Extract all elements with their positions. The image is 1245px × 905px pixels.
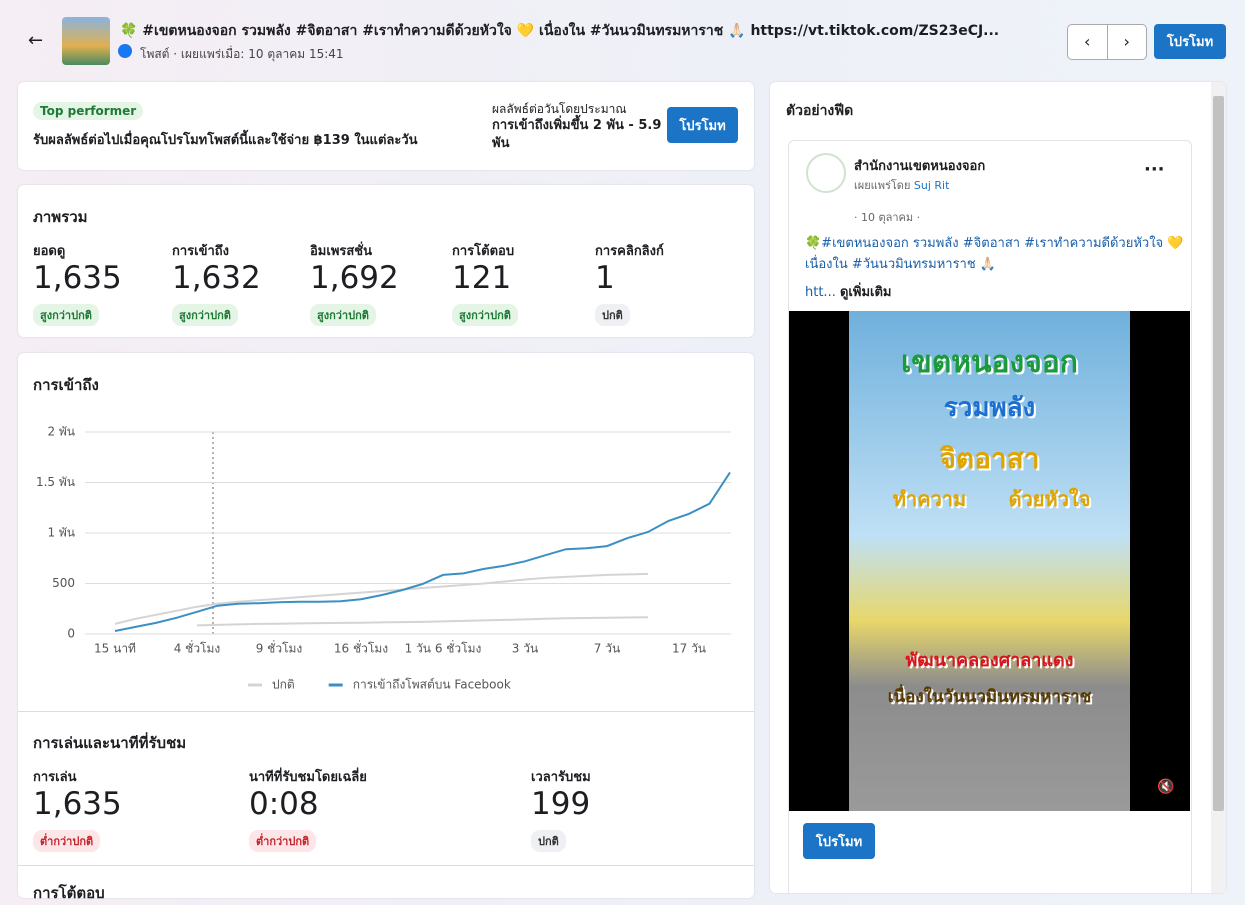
post-card: สำนักงานเขตหนองจอก เผยแพร่โดย Suj Rit · … bbox=[788, 140, 1192, 893]
promo-card: Top performer รับผลลัพธ์ต่อไปเมื่อคุณโปร… bbox=[18, 82, 754, 170]
video-text: รวมพลัง bbox=[943, 393, 1036, 423]
estimate-label: ผลลัพธ์ต่อวันโดยประมาณ bbox=[492, 102, 627, 116]
y-tick-label: 2 พัน bbox=[47, 425, 75, 439]
metric-value: 199 bbox=[531, 786, 591, 822]
metric-status: สูงกว่าปกติ bbox=[33, 304, 99, 326]
promo-button[interactable]: โปรโมท bbox=[667, 107, 738, 143]
section-title: การเล่นและนาทีที่รับชม bbox=[33, 734, 187, 752]
x-tick-label: 1 วัน 6 ชั่วโมง bbox=[405, 640, 482, 656]
legend-label: การเข้าถึงโพสต์บน Facebook bbox=[353, 678, 511, 692]
metric-value: 1,635 bbox=[33, 786, 122, 822]
metric-status: ต่ำกว่าปกติ bbox=[249, 830, 317, 852]
overview-card: ภาพรวม ยอดดู 1,635 สูงกว่าปกติ การเข้าถึง 1,… bbox=[18, 185, 754, 337]
author[interactable]: Suj Rit bbox=[913, 179, 950, 192]
nav-buttons: ‹ › bbox=[1067, 24, 1147, 60]
y-tick-label: 0 bbox=[67, 627, 75, 641]
x-tick-label: 17 วัน bbox=[672, 642, 706, 656]
more-menu[interactable]: ··· bbox=[1144, 159, 1165, 180]
post-text: 🍀#เขตหนองจอก รวมพลัง #จิตอาสา #เราทำความ… bbox=[805, 236, 1184, 272]
page-avatar bbox=[806, 153, 846, 193]
video-frame: เขตหนองจอกรวมพลังจิตอาสาทำความ ด้วยหัวใจพ… bbox=[849, 311, 1130, 811]
y-tick-label: 1.5 พัน bbox=[36, 475, 75, 489]
next[interactable]: › bbox=[1123, 32, 1130, 51]
promo-text: รับผลลัพธ์ต่อไปเมื่อคุณโปรโมทโพสต์นี้และ… bbox=[33, 133, 418, 148]
x-tick-label: 16 ชั่วโมง bbox=[334, 640, 388, 656]
prev[interactable]: ‹ bbox=[1068, 25, 1108, 59]
metric-label: การเข้าถึง bbox=[172, 244, 230, 259]
y-tick-label: 1 พัน bbox=[47, 526, 75, 540]
chart-card: การเข้าถึง 0 500 1 พัน 1.5 พัน 2 พัน 15 นาที 4… bbox=[18, 353, 754, 902]
chart-title: การเข้าถึง bbox=[33, 376, 99, 394]
legend-label: ปกติ bbox=[272, 678, 295, 692]
page-name: สำนักงานเขตหนองจอก bbox=[854, 159, 986, 174]
divider bbox=[18, 711, 754, 712]
link[interactable]: htt... bbox=[805, 285, 836, 300]
series-low-line bbox=[196, 616, 649, 627]
metric-value: 1 bbox=[595, 260, 615, 296]
metric-status: ปกติ bbox=[531, 830, 566, 852]
metric-label: อิมเพรสชั่น bbox=[310, 244, 373, 259]
metric-value: 0:08 bbox=[249, 786, 319, 822]
estimate: การเข้าถึงเพิ่มขึ้น 2 พัน - 5.9 พัน bbox=[492, 118, 662, 151]
metric-status: สูงกว่าปกติ bbox=[452, 304, 518, 326]
x-tick-label: 4 ชั่วโมง bbox=[174, 640, 221, 656]
published-by: เผยแพร่โดย Suj Rit bbox=[854, 176, 949, 194]
video-text: เนื่องในวันนวมินทรมหาราช bbox=[887, 687, 1092, 707]
post-title: 🍀 #เขตหนองจอก รวมพลัง #จิตอาสา #เราทำควา… bbox=[120, 23, 1000, 39]
promote-button[interactable]: โปรโมท bbox=[1154, 24, 1226, 59]
mute-icon[interactable]: 🔇 bbox=[1157, 779, 1175, 795]
metric-value: 121 bbox=[452, 260, 512, 296]
facebook-icon bbox=[118, 44, 132, 58]
metric-status: สูงกว่าปกติ bbox=[310, 304, 376, 326]
x-tick-label: 7 วัน bbox=[594, 642, 620, 656]
y-tick-label: 500 bbox=[52, 576, 75, 590]
x-tick-label: 3 วัน bbox=[512, 642, 538, 656]
thumbnail bbox=[62, 17, 110, 65]
section-title: การโต้ตอบ bbox=[33, 884, 105, 902]
video-text: ด้วยหัวใจ bbox=[1008, 487, 1091, 511]
post-meta: โพสต์ · เผยแพร่เมื่อ: 10 ตุลาคม 15:41 bbox=[140, 47, 344, 61]
video-text: พัฒนาคลองศาลาแดง bbox=[905, 650, 1074, 671]
divider bbox=[18, 865, 754, 866]
metric-status: ต่ำกว่าปกติ bbox=[33, 830, 101, 852]
badge: Top performer bbox=[33, 102, 144, 120]
preview-title: ตัวอย่างฟีด bbox=[786, 103, 854, 119]
metric-value: 1,635 bbox=[33, 260, 122, 296]
video-text: ทำความ bbox=[892, 487, 967, 511]
section-title: ภาพรวม bbox=[33, 208, 88, 226]
video-text: จิตอาสา bbox=[939, 442, 1040, 475]
chart: 0 500 1 พัน 1.5 พัน 2 พัน 15 นาที 4 ชั่วโมง 9 ช… bbox=[36, 425, 731, 692]
preview-promote[interactable]: โปรโมท bbox=[803, 823, 875, 859]
post-date: · 10 ตุลาคม · bbox=[854, 211, 921, 224]
video-text: เขตหนองจอก bbox=[901, 345, 1078, 380]
metric-label: ยอดดู bbox=[33, 244, 66, 259]
see-more[interactable]: ดูเพิ่มเติม bbox=[839, 285, 892, 300]
metric-label: การโต้ตอบ bbox=[452, 244, 515, 259]
published-label: เผยแพร่โดย bbox=[854, 179, 911, 192]
metric-value: 1,632 bbox=[172, 260, 261, 296]
series-line bbox=[114, 471, 731, 632]
metric-status: สูงกว่าปกติ bbox=[172, 304, 238, 326]
x-tick-label: 15 นาที bbox=[94, 642, 136, 656]
video[interactable]: เขตหนองจอกรวมพลังจิตอาสาทำความ ด้วยหัวใจพ… bbox=[789, 311, 1190, 811]
series-line bbox=[114, 572, 649, 625]
x-tick-label: 9 ชั่วโมง bbox=[256, 640, 303, 656]
see-more-row: htt... ดูเพิ่มเติม bbox=[805, 281, 891, 302]
metric-label: การคลิกลิงก์ bbox=[595, 244, 664, 259]
metric-value: 1,692 bbox=[310, 260, 399, 296]
metric-status: ปกติ bbox=[595, 304, 630, 326]
metric-label: เวลารับชม bbox=[531, 770, 591, 785]
back-button[interactable]: ← bbox=[28, 30, 44, 51]
metric-label: นาทีที่รับชมโดยเฉลี่ย bbox=[249, 770, 367, 785]
preview-panel: ตัวอย่างฟีด สำนักงานเขตหนองจอก เผยแพร่โด… bbox=[770, 82, 1226, 893]
metric-label: การเล่น bbox=[33, 770, 77, 785]
scrollbar bbox=[1211, 82, 1226, 893]
